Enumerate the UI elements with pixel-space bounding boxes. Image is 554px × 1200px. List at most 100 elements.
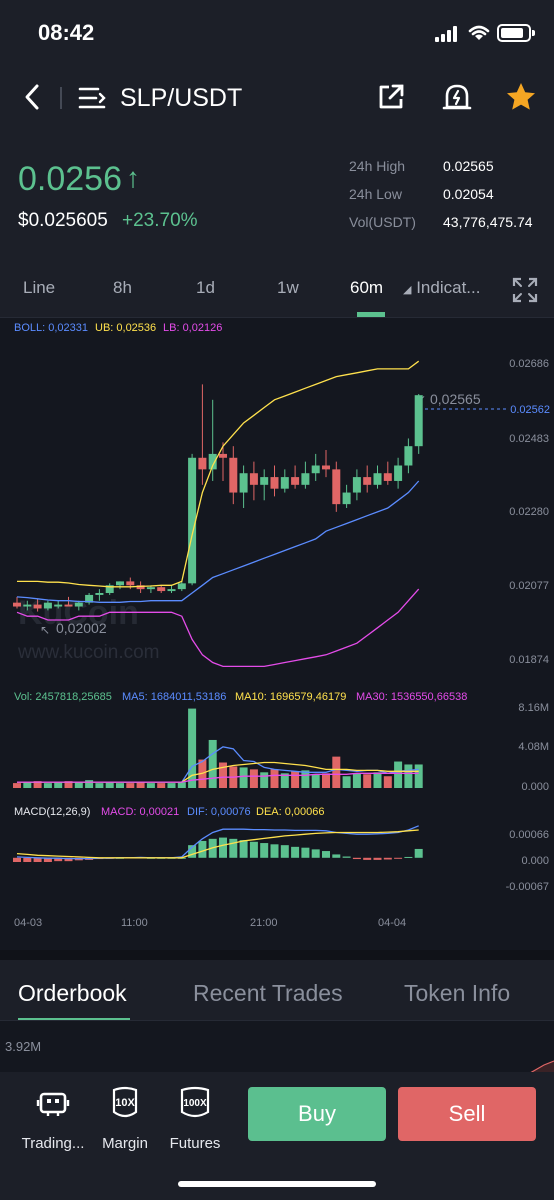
volume-axis-tick: 4.08M: [518, 741, 549, 753]
volume-bar: [301, 770, 310, 788]
candle-body: [33, 604, 42, 609]
indicators-dropdown[interactable]: ◢ Indicat...: [403, 278, 480, 298]
candle-body: [116, 581, 124, 586]
volume-bar: [208, 739, 217, 788]
star-icon[interactable]: [505, 81, 537, 113]
futures-button[interactable]: 100X Futures: [155, 1086, 235, 1152]
volume-bar: [54, 782, 63, 788]
macd-histogram-bar: [229, 838, 238, 858]
macd-axis-tick: -0.00067: [506, 881, 549, 893]
macd-histogram-bar: [311, 849, 320, 858]
macd-histogram-bar: [404, 856, 413, 858]
ticker-summary: 0.0256 ↑ $0.025605 +23.70% 24h High 0.02…: [0, 132, 554, 262]
macd-histogram-bar: [54, 857, 63, 862]
price-axis-tick: 0.02077: [509, 580, 549, 592]
candle-body: [146, 587, 155, 590]
candle-body: [363, 477, 372, 485]
macd-value-legend: MACD: 0,00021: [101, 806, 179, 818]
macd-histogram-bar: [33, 857, 42, 862]
macd-histogram-bar: [198, 840, 207, 858]
macd-histogram-bar: [352, 857, 361, 860]
margin-10x-icon: 10X: [112, 1086, 138, 1118]
time-axis-tick: 04-03: [14, 917, 42, 929]
candle-body: [167, 589, 176, 592]
market-info-tabs: Orderbook Recent Trades Token Info: [0, 950, 554, 1022]
volume-bar: [239, 767, 248, 788]
tab-token-info[interactable]: Token Info: [404, 980, 511, 1006]
back-icon[interactable]: [18, 82, 48, 112]
volume-bar: [188, 708, 197, 788]
price-axis-tick: 0.02280: [509, 506, 549, 518]
dif-legend: DIF: 0,00076: [187, 806, 251, 818]
candle-body: [219, 453, 227, 458]
menu-icon[interactable]: [78, 85, 106, 111]
volume-bar: [177, 782, 186, 788]
low-arrow-icon: ↖: [40, 623, 50, 637]
macd-histogram-bar: [414, 848, 423, 858]
macd-histogram-bar: [188, 845, 197, 858]
volume-bar: [394, 761, 403, 788]
home-indicator: [178, 1181, 376, 1187]
stat-label-24h-low: 24h Low: [349, 186, 402, 202]
volume-bar: [404, 764, 413, 788]
tab-1w[interactable]: 1w: [277, 278, 299, 297]
tab-recent-trades[interactable]: Recent Trades: [193, 980, 343, 1006]
kline-chart-svg[interactable]: KuCoin www.kucoin.com BOLL: 0,02331 UB: …: [0, 318, 554, 950]
candle-body: [352, 477, 361, 493]
stat-value-24h-low: 0.02054: [443, 186, 494, 202]
margin-button[interactable]: 10X Margin: [85, 1086, 165, 1152]
macd-histogram-bar: [291, 846, 300, 858]
pair-header: SLP/USDT: [0, 66, 554, 132]
futures-label: Futures: [169, 1135, 221, 1152]
candle-body: [414, 395, 423, 447]
usd-price: $0.025605: [18, 210, 108, 231]
tab-60m[interactable]: 60m: [350, 278, 384, 297]
tab-orderbook[interactable]: Orderbook: [18, 980, 127, 1006]
depth-axis-label: 3.92M: [5, 1039, 42, 1054]
futures-100x-icon: 100X: [180, 1086, 210, 1118]
indicators-label: Indicat...: [416, 278, 481, 297]
macd-histogram-bar: [342, 856, 351, 858]
volume-bar: [280, 773, 289, 788]
volume-bar: [249, 769, 258, 788]
candle-body: [105, 585, 114, 593]
volume-bar: [157, 783, 166, 788]
tab-line[interactable]: Line: [23, 278, 56, 297]
macd-histogram-bar: [363, 857, 372, 860]
boll-lower-band: [16, 588, 420, 668]
share-icon[interactable]: [376, 82, 406, 112]
volume-bar: [126, 783, 135, 788]
sell-button[interactable]: Sell: [398, 1087, 536, 1141]
pair-title[interactable]: SLP/USDT: [120, 84, 243, 112]
dea-legend: DEA: 0,00066: [256, 806, 325, 818]
volume-bar: [352, 773, 361, 788]
candle-body: [136, 585, 145, 590]
kline-chart[interactable]: KuCoin www.kucoin.com BOLL: 0,02331 UB: …: [0, 318, 554, 950]
tab-8h[interactable]: 8h: [113, 278, 132, 297]
candle-body: [383, 473, 392, 481]
battery-icon: [497, 24, 535, 42]
volume-bar: [270, 769, 279, 788]
fullscreen-expand-icon[interactable]: [511, 276, 539, 304]
buy-button[interactable]: Buy: [248, 1087, 386, 1141]
price-alert-icon[interactable]: [442, 81, 472, 113]
volume-ma30-line: [17, 772, 419, 783]
macd-histogram-bar: [239, 840, 248, 858]
watermark-logo: KuCoin: [18, 594, 139, 632]
tab-1d[interactable]: 1d: [196, 278, 215, 297]
status-time: 08:42: [38, 20, 95, 45]
candle-body: [229, 457, 238, 493]
trading-bot-button[interactable]: Trading...: [13, 1086, 93, 1152]
price-up-arrow-icon: ↑: [126, 162, 140, 193]
stat-label-24h-high: 24h High: [349, 158, 406, 174]
timeframe-tabs: Line 8h 1d 1w 60m ◢ Indicat...: [0, 262, 554, 318]
orderbook-depth: 3.92M: [0, 1020, 554, 1081]
macd-histogram-bar: [13, 857, 21, 862]
last-price-marker: 0.02562: [510, 404, 550, 416]
volume-bar: [219, 762, 227, 788]
change-percent: +23.70%: [122, 210, 198, 231]
macd-histogram-bar: [332, 854, 341, 858]
candle-body: [239, 473, 248, 493]
volume-bar: [373, 772, 382, 788]
time-axis-tick: 21:00: [250, 917, 278, 929]
